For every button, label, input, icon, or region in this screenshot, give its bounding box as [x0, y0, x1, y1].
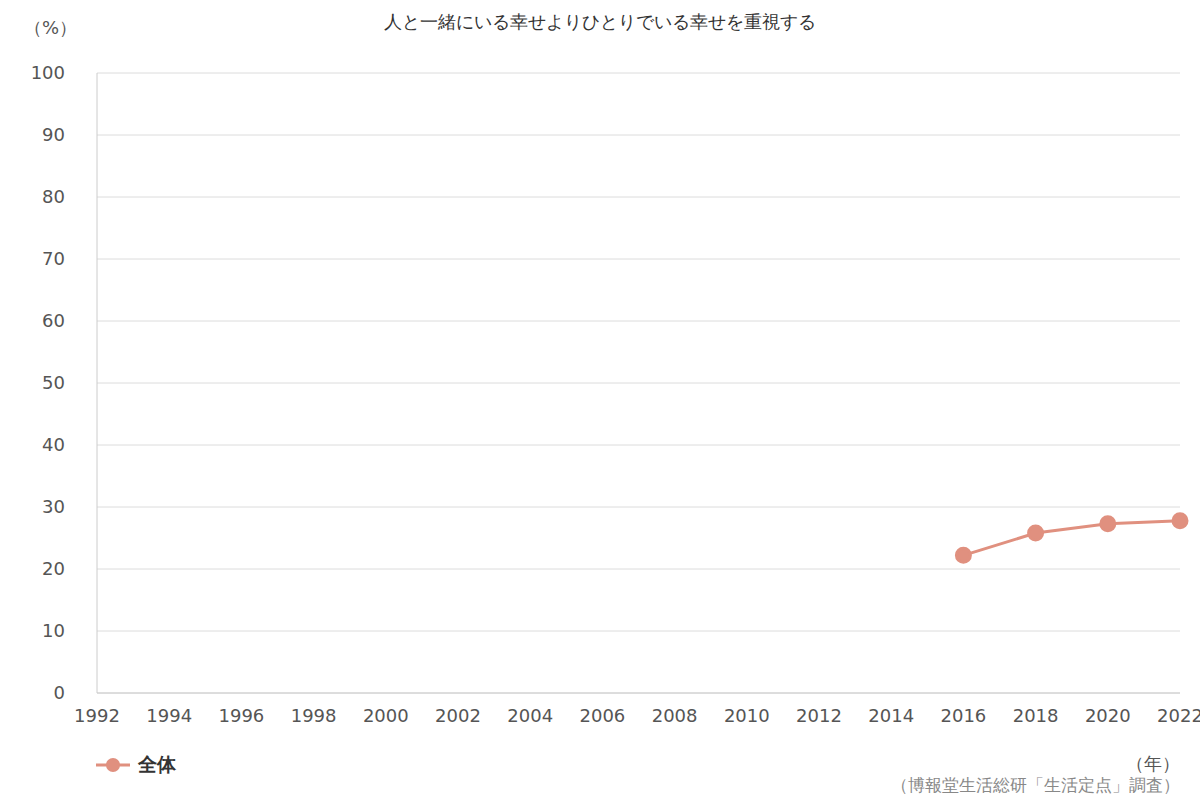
svg-text:2000: 2000 [363, 705, 409, 726]
svg-text:90: 90 [42, 124, 65, 145]
svg-text:2002: 2002 [435, 705, 481, 726]
svg-text:1996: 1996 [218, 705, 264, 726]
svg-text:50: 50 [42, 372, 65, 393]
svg-text:2020: 2020 [1085, 705, 1131, 726]
svg-text:20: 20 [42, 558, 65, 579]
svg-text:2018: 2018 [1013, 705, 1059, 726]
html-text:人と一緒にいる幸せよりひとりでいる幸せを重視する: 人と一緒にいる幸せよりひとりでいる幸せを重視する [384, 11, 816, 32]
svg-text:0: 0 [54, 682, 65, 703]
svg-text:100: 100 [31, 62, 65, 83]
svg-text:2014: 2014 [868, 705, 914, 726]
svg-text:1998: 1998 [291, 705, 337, 726]
html-text:（年）: （年） [1126, 753, 1180, 774]
svg-text:2016: 2016 [940, 705, 986, 726]
html-text:全体: 全体 [138, 753, 176, 775]
svg-text:2012: 2012 [796, 705, 842, 726]
svg-text:80: 80 [42, 186, 65, 207]
svg-text:10: 10 [42, 620, 65, 641]
svg-text:1994: 1994 [146, 705, 192, 726]
svg-text:30: 30 [42, 496, 65, 517]
svg-text:2022: 2022 [1157, 705, 1192, 726]
svg-text:2006: 2006 [579, 705, 625, 726]
svg-text:1992: 1992 [74, 705, 120, 726]
svg-text:2010: 2010 [724, 705, 770, 726]
svg-text:60: 60 [42, 310, 65, 331]
svg-text:70: 70 [42, 248, 65, 269]
svg-text:2008: 2008 [652, 705, 698, 726]
html-text:（博報堂生活総研「生活定点」調査）: （博報堂生活総研「生活定点」調査） [891, 775, 1180, 795]
svg-text:2004: 2004 [507, 705, 553, 726]
svg-text:40: 40 [42, 434, 65, 455]
